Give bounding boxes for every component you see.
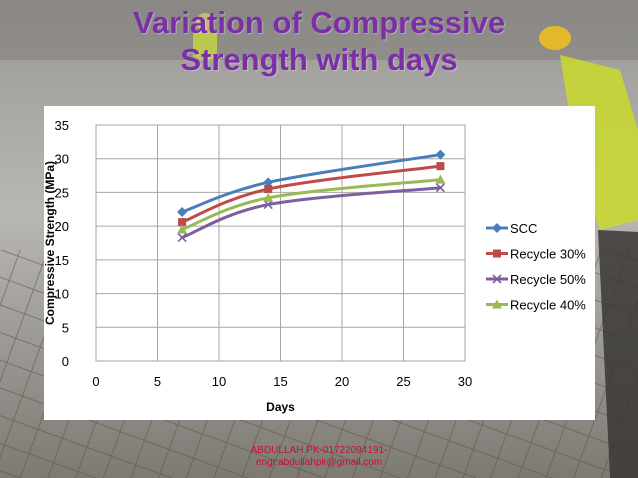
legend-label-scc: SCC bbox=[510, 221, 537, 236]
data-point-recycle-50 bbox=[263, 200, 273, 210]
y-tick-label: 10 bbox=[55, 287, 69, 302]
x-axis-title: Days bbox=[266, 400, 295, 414]
data-point-scc bbox=[177, 206, 188, 217]
data-point-recycle-30 bbox=[178, 218, 187, 227]
x-tick-label: 30 bbox=[458, 374, 472, 389]
series-line-recycle-40 bbox=[180, 178, 442, 232]
data-point-recycle-30 bbox=[436, 162, 445, 171]
series-line-scc bbox=[180, 153, 442, 214]
footer-credit-line-1: ABDULLAH PK-01722094191- bbox=[250, 445, 388, 456]
worker-figure-left bbox=[193, 13, 217, 60]
legend-marker-recycle-40 bbox=[492, 299, 502, 309]
footer-credit-line-2: engr.abdullahpk@gmail.com bbox=[255, 457, 383, 468]
slide-title-line-2: Strength with days bbox=[180, 42, 458, 77]
y-tick-label: 25 bbox=[55, 185, 69, 200]
x-tick-label: 20 bbox=[335, 374, 349, 389]
y-tick-label: 0 bbox=[62, 354, 69, 369]
line-chart: 0 5 10 15 20 25 30 35 0 5 10 15 20 25 30 Days Compressiv… bbox=[43, 118, 586, 414]
legend-label-recycle-40: Recycle 40% bbox=[510, 298, 586, 313]
data-point-recycle-30 bbox=[264, 185, 273, 194]
y-tick-label: 5 bbox=[62, 320, 69, 335]
series-line-recycle-50 bbox=[180, 186, 442, 240]
slide-title-line-1: Variation of Compressive bbox=[132, 5, 506, 40]
y-tick-label: 15 bbox=[55, 253, 69, 268]
x-tick-label: 10 bbox=[212, 374, 226, 389]
legend-marker-scc bbox=[492, 223, 502, 233]
y-tick-label: 20 bbox=[55, 219, 69, 234]
data-point-scc bbox=[263, 177, 274, 188]
data-point-recycle-40 bbox=[177, 224, 188, 234]
data-point-recycle-50 bbox=[435, 183, 445, 193]
data-point-recycle-40 bbox=[263, 192, 274, 202]
y-axis-title: Compressive Strength (MPa) bbox=[44, 161, 57, 325]
legend-label-recycle-50: Recycle 50% bbox=[510, 272, 586, 287]
x-tick-label: 15 bbox=[273, 374, 287, 389]
series-line-recycle-30 bbox=[180, 164, 442, 224]
data-point-recycle-40 bbox=[435, 174, 446, 184]
legend-marker-recycle-50 bbox=[492, 274, 502, 284]
data-point-scc bbox=[435, 149, 446, 160]
y-tick-label: 30 bbox=[55, 152, 69, 167]
legend-label-recycle-30: Recycle 30% bbox=[510, 247, 586, 262]
x-tick-label: 0 bbox=[92, 374, 99, 389]
x-tick-label: 25 bbox=[396, 374, 410, 389]
y-tick-label: 35 bbox=[55, 118, 69, 133]
worker-figure-right bbox=[539, 26, 638, 478]
slide-title: Variation of Compressive Strength with d… bbox=[0, 4, 638, 78]
legend-marker-recycle-30 bbox=[493, 249, 501, 258]
data-point-recycle-50 bbox=[177, 233, 187, 243]
footer-credit: ABDULLAH PK-01722094191- engr.abdullahpk… bbox=[238, 445, 400, 469]
chart-panel: 0 5 10 15 20 25 30 35 0 5 10 15 20 25 30 Days Compressiv… bbox=[43, 106, 595, 420]
x-tick-label: 5 bbox=[154, 374, 161, 389]
